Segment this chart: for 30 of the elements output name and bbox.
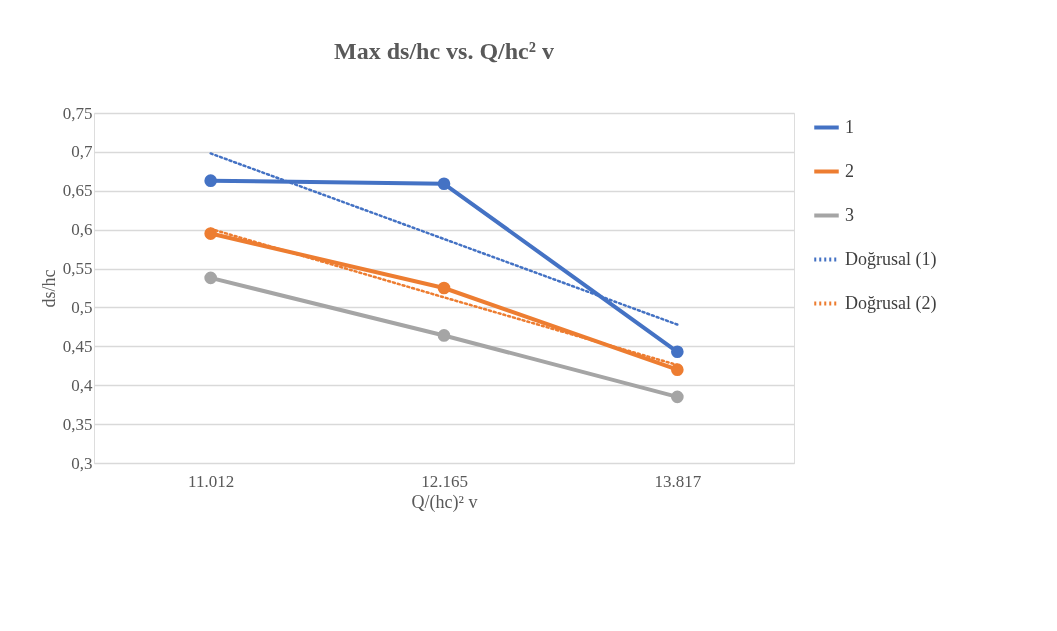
legend-label: Doğrusal (1) <box>845 248 937 270</box>
legend-label: Doğrusal (2) <box>845 292 937 314</box>
y-axis-title: ds/hc <box>38 269 59 308</box>
y-tick-label: 0,65 <box>62 181 93 201</box>
y-tick-label: 0,4 <box>71 375 93 395</box>
y-tick-label: 0,75 <box>62 103 93 123</box>
x-tick-label: 11.012 <box>188 471 235 491</box>
y-tick-label: 0,5 <box>71 297 93 317</box>
x-tick-label: 13.817 <box>654 471 702 491</box>
point <box>204 227 217 240</box>
x-axis-title: Q/(hc)² v <box>411 491 478 513</box>
y-tick-label: 0,3 <box>71 453 93 473</box>
y-tick-label: 0,45 <box>62 336 93 356</box>
chart-title: Max ds/hc vs. Q/hc² v <box>334 38 554 64</box>
y-tick-label: 0,7 <box>71 142 93 162</box>
point <box>671 390 684 404</box>
legend-label: 2 <box>845 160 854 181</box>
point <box>204 174 217 187</box>
point <box>204 271 217 285</box>
point <box>437 281 451 295</box>
point <box>671 363 684 376</box>
point <box>437 329 451 342</box>
x-tick-label: 12.165 <box>421 471 468 491</box>
legend-label: 3 <box>845 204 854 225</box>
y-tick-label: 0,35 <box>62 414 93 434</box>
legend-label: 1 <box>845 116 854 137</box>
point <box>671 345 684 359</box>
y-tick-label: 0,6 <box>71 220 93 240</box>
y-tick-label: 0,55 <box>62 259 93 279</box>
point <box>437 177 451 191</box>
